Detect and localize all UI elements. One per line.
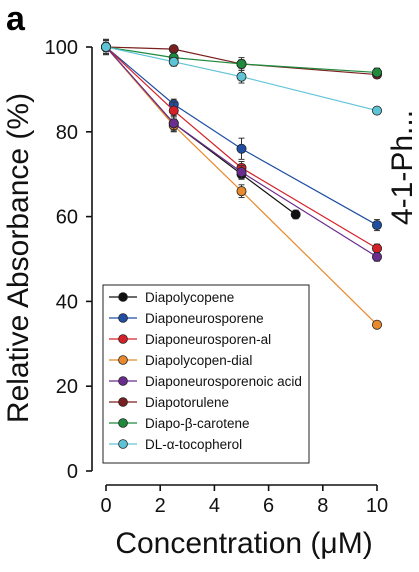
y-tick-label: 100 <box>45 37 78 59</box>
data-point <box>371 243 382 254</box>
series-line <box>105 46 378 76</box>
legend-label: Diaponeurosporenoic acid <box>145 374 302 389</box>
x-tick-label: 10 <box>366 495 388 517</box>
x-tick-label: 6 <box>263 495 274 517</box>
legend-item: Diaponeurosporen-al <box>109 332 271 347</box>
legend-item: Diapolycopen-dial <box>109 353 252 368</box>
legend: Diapolycopene Diaponeurosporene Diaponeuro… <box>102 284 310 464</box>
data-point <box>236 71 247 82</box>
legend-box <box>102 284 310 464</box>
cropped-neighbor-axis-label: 4-1-Ph... <box>386 109 419 225</box>
legend-item: DL-α-tocopherol <box>109 437 242 452</box>
panel-label: a <box>6 0 25 38</box>
legend-marker <box>118 439 128 449</box>
legend-label: Diapo-β-carotene <box>145 416 250 431</box>
legend-item: Diapotorulene <box>109 395 229 410</box>
x-axis-label: Concentration (μM) <box>115 527 372 560</box>
legend-item: Diaponeurosporene <box>109 311 264 326</box>
x-tick-label: 0 <box>100 495 111 517</box>
legend-marker <box>118 376 128 386</box>
y-axis-label: Relative Absorbance (%) <box>2 93 35 423</box>
data-point <box>168 105 179 116</box>
series-line <box>105 46 378 112</box>
legend-item: Diaponeurosporenoic acid <box>109 374 302 389</box>
series-line <box>105 46 378 74</box>
data-point <box>236 58 247 69</box>
series-line <box>105 46 378 249</box>
data-point <box>290 209 301 220</box>
legend-label: DL-α-tocopherol <box>145 437 242 452</box>
y-tick-label: 60 <box>56 207 78 229</box>
x-tick-label: 4 <box>209 495 220 517</box>
legend-marker <box>118 292 128 302</box>
legend-marker <box>118 355 128 365</box>
legend-label: Diaponeurosporen-al <box>145 332 271 347</box>
legend-label: Diapolycopene <box>145 290 234 305</box>
data-point <box>101 42 112 53</box>
data-point <box>371 67 382 78</box>
legend-label: Diapolycopen-dial <box>145 353 252 368</box>
y-tick-label: 20 <box>56 376 78 398</box>
data-point <box>371 251 382 262</box>
data-point <box>236 143 247 154</box>
legend-marker <box>118 397 128 407</box>
legend-marker <box>118 418 128 428</box>
data-point <box>236 186 247 197</box>
y-tick-label: 40 <box>56 291 78 313</box>
legend-item: Diapolycopene <box>109 290 234 305</box>
y-tick-label: 0 <box>67 461 78 483</box>
y-tick-label: 80 <box>56 122 78 144</box>
data-point <box>168 118 179 129</box>
x-tick-label: 8 <box>317 495 328 517</box>
data-point <box>371 105 382 116</box>
plot-series <box>101 38 382 330</box>
series-line <box>105 46 378 326</box>
series-line <box>105 46 297 215</box>
data-point <box>371 220 382 231</box>
series-dl-tocopherol <box>101 42 382 116</box>
legend-item: Diapo-β-carotene <box>109 416 250 431</box>
axes: 0 20 40 60 80 100 0 2 4 6 8 10 <box>45 37 389 517</box>
series-line <box>105 46 378 226</box>
series-line <box>105 46 378 258</box>
legend-marker <box>118 313 128 323</box>
data-point <box>236 167 247 178</box>
data-point <box>168 56 179 67</box>
x-tick-label: 2 <box>155 495 166 517</box>
legend-label: Diapotorulene <box>145 395 229 410</box>
data-point <box>371 319 382 330</box>
legend-marker <box>118 334 128 344</box>
legend-label: Diaponeurosporene <box>145 311 264 326</box>
